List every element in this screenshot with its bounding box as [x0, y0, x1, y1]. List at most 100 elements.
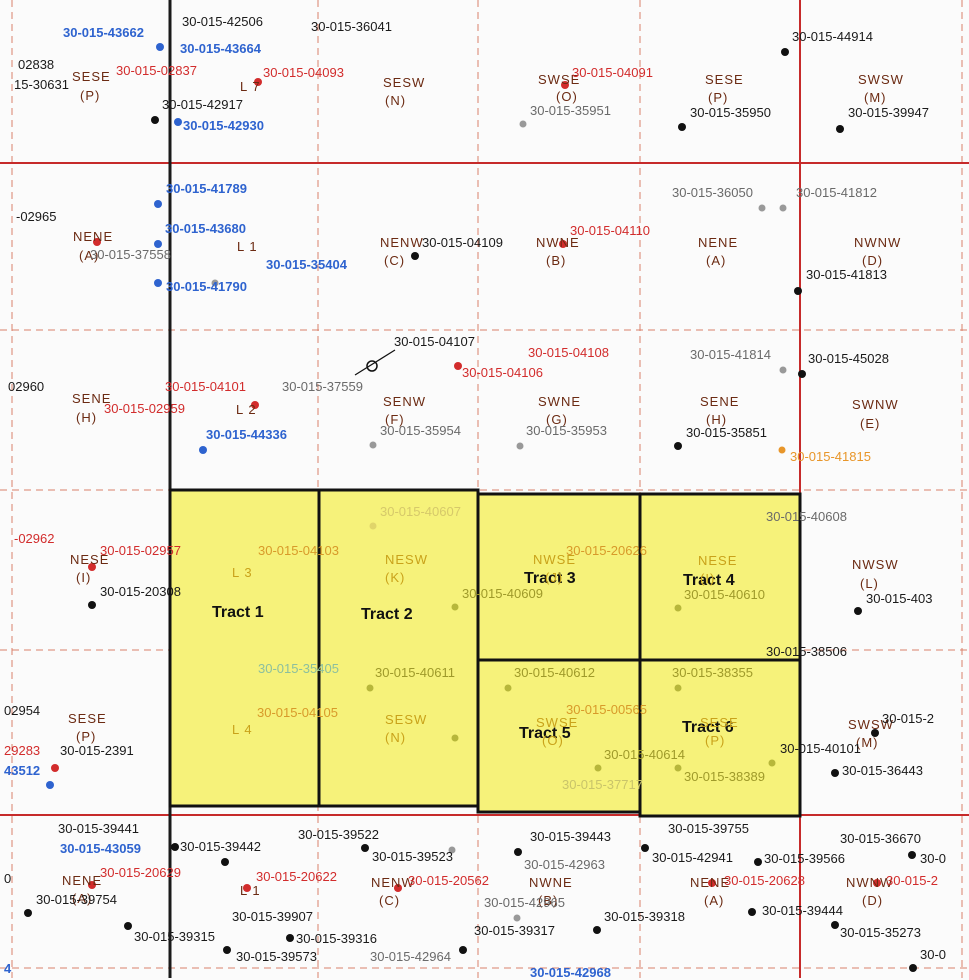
well-api-label[interactable]: 30-015-35404: [266, 257, 347, 272]
well-api-label[interactable]: 30-015-41789: [166, 181, 247, 196]
well-api-label[interactable]: 30-015-38506: [766, 644, 847, 659]
well-api-label[interactable]: 30-015-43664: [180, 41, 261, 56]
well-api-label[interactable]: 30-015-39318: [604, 909, 685, 924]
well-api-label[interactable]: 30-015-20629: [100, 865, 181, 880]
well-api-label[interactable]: 30-015-36670: [840, 831, 921, 846]
tract-1-shape[interactable]: [168, 488, 321, 808]
well-api-label[interactable]: 30-015-39907: [232, 909, 313, 924]
well-api-label[interactable]: 30-015-42965: [484, 895, 565, 910]
well-api-label[interactable]: -02962: [14, 531, 55, 546]
well-api-label[interactable]: 30-015-36050: [672, 185, 753, 200]
well-api-label[interactable]: 30-015-42964: [370, 949, 451, 964]
well-api-label[interactable]: 30-015-04093: [263, 65, 344, 80]
well-api-label[interactable]: 30-015-36041: [311, 19, 392, 34]
well-api-label[interactable]: 30-015-44914: [792, 29, 873, 44]
well-api-label[interactable]: 30-015-42941: [652, 850, 733, 865]
well-api-label[interactable]: 4: [4, 961, 12, 976]
well-api-label[interactable]: 30-015-42930: [183, 118, 264, 133]
well-api-label[interactable]: 30-015-2: [886, 873, 939, 888]
well-api-label[interactable]: 30-015-41790: [166, 279, 247, 294]
well-api-label[interactable]: 30-015-42917: [162, 97, 243, 112]
well-api-label[interactable]: 30-015-04101: [165, 379, 246, 394]
well-api-label[interactable]: 15-30631: [14, 77, 69, 92]
well-api-label[interactable]: 30-015-00565: [566, 702, 647, 717]
well-api-label[interactable]: 30-015-04091: [572, 65, 653, 80]
well-api-label[interactable]: 30-015-39566: [764, 851, 845, 866]
well-api-label[interactable]: 30-015-39315: [134, 929, 215, 944]
well-api-label[interactable]: 02954: [4, 703, 41, 718]
well-api-label[interactable]: 30-015-40607: [380, 504, 461, 519]
well-api-label[interactable]: 30-015-43662: [63, 25, 144, 40]
well-api-label[interactable]: 30-0: [920, 947, 947, 962]
tract-2-shape[interactable]: [317, 488, 480, 808]
well-api-label[interactable]: 30-015-42963: [524, 857, 605, 872]
well-api-label[interactable]: 30-015-20628: [724, 873, 805, 888]
well-api-label[interactable]: 30-015-43680: [165, 221, 246, 236]
well-api-label[interactable]: 30-015-35953: [526, 423, 607, 438]
well-api-label[interactable]: 30-015-403: [866, 591, 933, 606]
well-api-label[interactable]: 30-015-37558: [90, 247, 171, 262]
well-api-label[interactable]: 30-015-37559: [282, 379, 363, 394]
well-api-label[interactable]: 43512: [4, 763, 41, 778]
well-api-label[interactable]: 30-015-35951: [530, 103, 611, 118]
well-api-label[interactable]: -02965: [16, 209, 57, 224]
well-api-label[interactable]: 30-015-35405: [258, 661, 339, 676]
well-api-label[interactable]: 30-015-04105: [257, 705, 338, 720]
well-api-label[interactable]: 30-015-41813: [806, 267, 887, 282]
well-api-label[interactable]: 30-015-20622: [256, 869, 337, 884]
well-api-label[interactable]: 30-015-04108: [528, 345, 609, 360]
well-api-label[interactable]: 30-015-02957: [100, 543, 181, 558]
well-api-label[interactable]: 30-015-40101: [780, 741, 861, 756]
well-api-label[interactable]: 30-015-41815: [790, 449, 871, 464]
well-api-label[interactable]: 30-015-20562: [408, 873, 489, 888]
well-api-label[interactable]: 30-015-40614: [604, 747, 685, 762]
well-api-label[interactable]: 30-015-38355: [672, 665, 753, 680]
well-api-label[interactable]: 30-015-04110: [570, 223, 650, 238]
well-api-label[interactable]: 30-015-40608: [766, 509, 847, 524]
well-api-label[interactable]: 30-015-39754: [36, 892, 117, 907]
well-api-label[interactable]: 30-015-38389: [684, 769, 765, 784]
well-api-label[interactable]: 30-015-39947: [848, 105, 929, 120]
well-api-label[interactable]: 29283: [4, 743, 41, 758]
well-api-label[interactable]: 30-015-20308: [100, 584, 181, 599]
well-api-label[interactable]: 0: [4, 871, 12, 886]
well-api-label[interactable]: 30-015-35950: [690, 105, 771, 120]
well-api-label[interactable]: 30-015-39443: [530, 829, 611, 844]
well-api-label[interactable]: 30-015-04103: [258, 543, 339, 558]
well-api-label[interactable]: 30-015-39522: [298, 827, 379, 842]
well-api-label[interactable]: 30-015-40610: [684, 587, 765, 602]
well-api-label[interactable]: 30-015-04109: [422, 235, 503, 250]
well-api-label[interactable]: 30-015-39444: [762, 903, 843, 918]
well-api-label[interactable]: 30-015-40609: [462, 586, 543, 601]
well-api-label[interactable]: 30-015-20626: [566, 543, 647, 558]
well-api-label[interactable]: 30-015-04107: [394, 334, 475, 349]
well-api-label[interactable]: 30-015-35954: [380, 423, 461, 438]
well-api-label[interactable]: 30-015-37717: [562, 777, 643, 792]
well-api-label[interactable]: 30-015-40611: [375, 665, 455, 680]
well-api-label[interactable]: 30-015-42506: [182, 14, 263, 29]
well-api-label[interactable]: 30-015-39317: [474, 923, 555, 938]
well-api-label[interactable]: 30-015-35273: [840, 925, 921, 940]
well-api-label[interactable]: 30-015-40612: [514, 665, 595, 680]
well-api-label[interactable]: 30-015-39316: [296, 931, 377, 946]
well-api-label[interactable]: 30-015-02959: [104, 401, 185, 416]
well-api-label[interactable]: 02838: [18, 57, 55, 72]
well-api-label[interactable]: 30-015-02837: [116, 63, 197, 78]
well-api-label[interactable]: 30-015-43059: [60, 841, 141, 856]
well-api-label[interactable]: 30-015-39441: [58, 821, 139, 836]
well-api-label[interactable]: 30-015-39573: [236, 949, 317, 964]
well-api-label[interactable]: 30-015-39755: [668, 821, 749, 836]
tract-4-shape[interactable]: [638, 492, 802, 662]
well-api-label[interactable]: 30-015-2: [882, 711, 935, 726]
tract-6-shape[interactable]: [638, 658, 802, 818]
well-api-label[interactable]: 30-015-41814: [690, 347, 771, 362]
well-api-label[interactable]: 30-015-42968: [530, 965, 611, 980]
well-api-label[interactable]: 02960: [8, 379, 45, 394]
well-api-label[interactable]: 30-015-41812: [796, 185, 877, 200]
well-api-label[interactable]: 30-015-35851: [686, 425, 767, 440]
well-api-label[interactable]: 30-015-04106: [462, 365, 543, 380]
well-api-label[interactable]: 30-0: [920, 851, 947, 866]
well-api-label[interactable]: 30-015-36443: [842, 763, 923, 778]
well-api-label[interactable]: 30-015-39442: [180, 839, 261, 854]
well-api-label[interactable]: 30-015-2391: [60, 743, 134, 758]
